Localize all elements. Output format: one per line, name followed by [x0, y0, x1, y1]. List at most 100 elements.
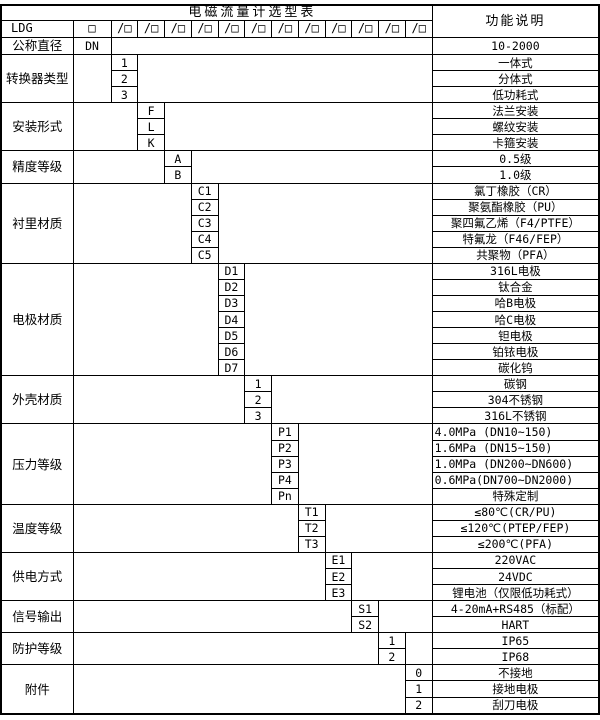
- table-row: D7 碳化钨: [1, 359, 600, 377]
- empty-cell: [72, 600, 353, 634]
- desc-cell: 氯丁橡胶（CR）: [431, 182, 600, 200]
- table-row: C3 聚四氟乙烯（F4/PTFE）: [1, 214, 600, 232]
- table-row: 温度等级 T1 ≤80℃(CR/PU): [0, 503, 600, 553]
- checkbox-icon: □: [72, 19, 112, 38]
- table-row: 供电方式 E1 220VAC: [0, 551, 600, 602]
- code-cell: DN: [72, 36, 112, 56]
- flowmeter-selection-table: 电磁流量计选型表 功能说明 LDG □ /□ /□ /□ /□ /□ /□ /□…: [0, 4, 600, 715]
- code-cell: D1: [217, 262, 246, 280]
- code-cell: A: [164, 150, 192, 168]
- code-cell: D3: [217, 294, 246, 313]
- table-row: 电磁流量计选型表 功能说明: [0, 4, 600, 38]
- slash-checkbox-icon: /□: [271, 19, 299, 38]
- desc-cell: 刮刀电极: [431, 696, 600, 715]
- table-row: 衬里材质 C1 氯丁橡胶（CR）: [0, 182, 600, 264]
- slash-checkbox-icon: /□: [378, 19, 406, 38]
- desc-cell: 特殊定制: [431, 487, 600, 505]
- code-cell: D5: [217, 327, 246, 345]
- code-cell: T1: [297, 503, 326, 521]
- empty-cell: [351, 551, 433, 602]
- slash-checkbox-icon: /□: [164, 19, 192, 38]
- code-cell: 2: [110, 70, 139, 88]
- desc-cell: 10-2000: [431, 36, 600, 56]
- code-cell: D6: [217, 343, 246, 361]
- slash-checkbox-icon: /□: [324, 19, 353, 38]
- desc-cell: 0.5级: [431, 150, 600, 168]
- desc-cell: 1.0MPa (DN200~DN600): [431, 455, 600, 473]
- empty-cell: [72, 262, 219, 377]
- corner-cell: [0, 4, 73, 21]
- empty-cell: [271, 375, 433, 425]
- desc-cell: 不接地: [431, 664, 600, 682]
- group-label-temperature: 温度等级: [0, 503, 74, 553]
- table-row: 附件 0 不接地: [0, 664, 600, 715]
- desc-cell: IP68: [431, 648, 600, 666]
- code-cell: S1: [351, 600, 379, 618]
- code-cell: 2: [404, 696, 433, 715]
- code-cell: C5: [190, 246, 219, 264]
- desc-cell: 304不锈钢: [431, 391, 600, 409]
- desc-cell: 钽电极: [431, 327, 600, 345]
- empty-cell: [72, 182, 192, 264]
- slash-checkbox-icon: /□: [110, 19, 139, 38]
- code-cell: D2: [217, 278, 246, 296]
- slash-checkbox-icon: /□: [404, 19, 433, 38]
- table-row: 信号输出 S1 4-20mA+RS485（标配）: [0, 600, 600, 634]
- desc-cell: 1.0级: [431, 166, 600, 184]
- desc-cell: 铂铱电极: [431, 343, 600, 361]
- empty-cell: [72, 423, 272, 505]
- slash-checkbox-icon: /□: [217, 19, 246, 38]
- desc-cell: 316L电极: [431, 262, 600, 280]
- desc-cell: 24VDC: [431, 568, 600, 586]
- code-cell: C1: [190, 182, 219, 200]
- code-cell: D4: [217, 311, 246, 329]
- desc-cell: IP65: [431, 632, 600, 650]
- empty-cell: [244, 262, 433, 377]
- code-cell: B: [164, 166, 192, 184]
- code-cell: P4: [271, 471, 299, 489]
- table-row: D3 哈B电极: [1, 294, 600, 313]
- desc-cell: 220VAC: [431, 551, 600, 570]
- desc-cell: 低功耗式: [431, 86, 600, 104]
- code-cell: P2: [271, 439, 299, 457]
- desc-cell: 316L不锈钢: [431, 407, 600, 425]
- empty-cell: [297, 423, 433, 505]
- empty-cell: [378, 600, 433, 634]
- empty-cell: [72, 150, 165, 184]
- table-row: 1 接地电极: [1, 680, 600, 698]
- table-row: 电极材质 D1 316L电极: [0, 262, 600, 377]
- table-row: E2 24VDC: [1, 568, 600, 586]
- empty-cell: [72, 632, 379, 666]
- desc-cell: ≤200℃(PFA): [431, 535, 600, 553]
- group-label-housing: 外壳材质: [0, 375, 74, 425]
- table-row: 精度等级 A 0.5级: [0, 150, 600, 184]
- group-label-electrode: 电极材质: [0, 262, 74, 377]
- code-cell: E1: [324, 551, 353, 570]
- empty-cell: [72, 664, 406, 715]
- table-row: 2 IP68: [1, 648, 600, 666]
- code-cell: 1: [244, 375, 272, 393]
- empty-cell: [72, 375, 246, 425]
- desc-cell: 4-20mA+RS485（标配）: [431, 600, 600, 618]
- desc-cell: ≤80℃(CR/PU): [431, 503, 600, 521]
- empty-cell: [404, 632, 433, 666]
- code-cell: K: [137, 134, 165, 152]
- desc-cell: 钛合金: [431, 278, 600, 296]
- slash-checkbox-icon: /□: [351, 19, 379, 38]
- code-cell: 2: [244, 391, 272, 409]
- desc-cell: 4.0MPa (DN10~150): [431, 423, 600, 441]
- desc-cell: 特氟龙（F46/FEP）: [431, 230, 600, 248]
- code-cell: C2: [190, 198, 219, 216]
- table-row: 防护等级 1 IP65: [0, 632, 600, 666]
- group-label-pressure: 压力等级: [0, 423, 74, 505]
- code-cell: 0: [404, 664, 433, 682]
- empty-cell: [72, 102, 139, 152]
- table-row: 2 304不锈钢: [1, 391, 600, 409]
- code-cell: 3: [110, 86, 139, 104]
- table-row: 公称直径 DN 10-2000: [0, 36, 600, 56]
- empty-cell: [217, 182, 433, 264]
- table-row: 3 低功耗式: [1, 86, 600, 104]
- group-label-lining: 衬里材质: [0, 182, 74, 264]
- group-label-accessories: 附件: [0, 664, 74, 715]
- code-cell: P1: [271, 423, 299, 441]
